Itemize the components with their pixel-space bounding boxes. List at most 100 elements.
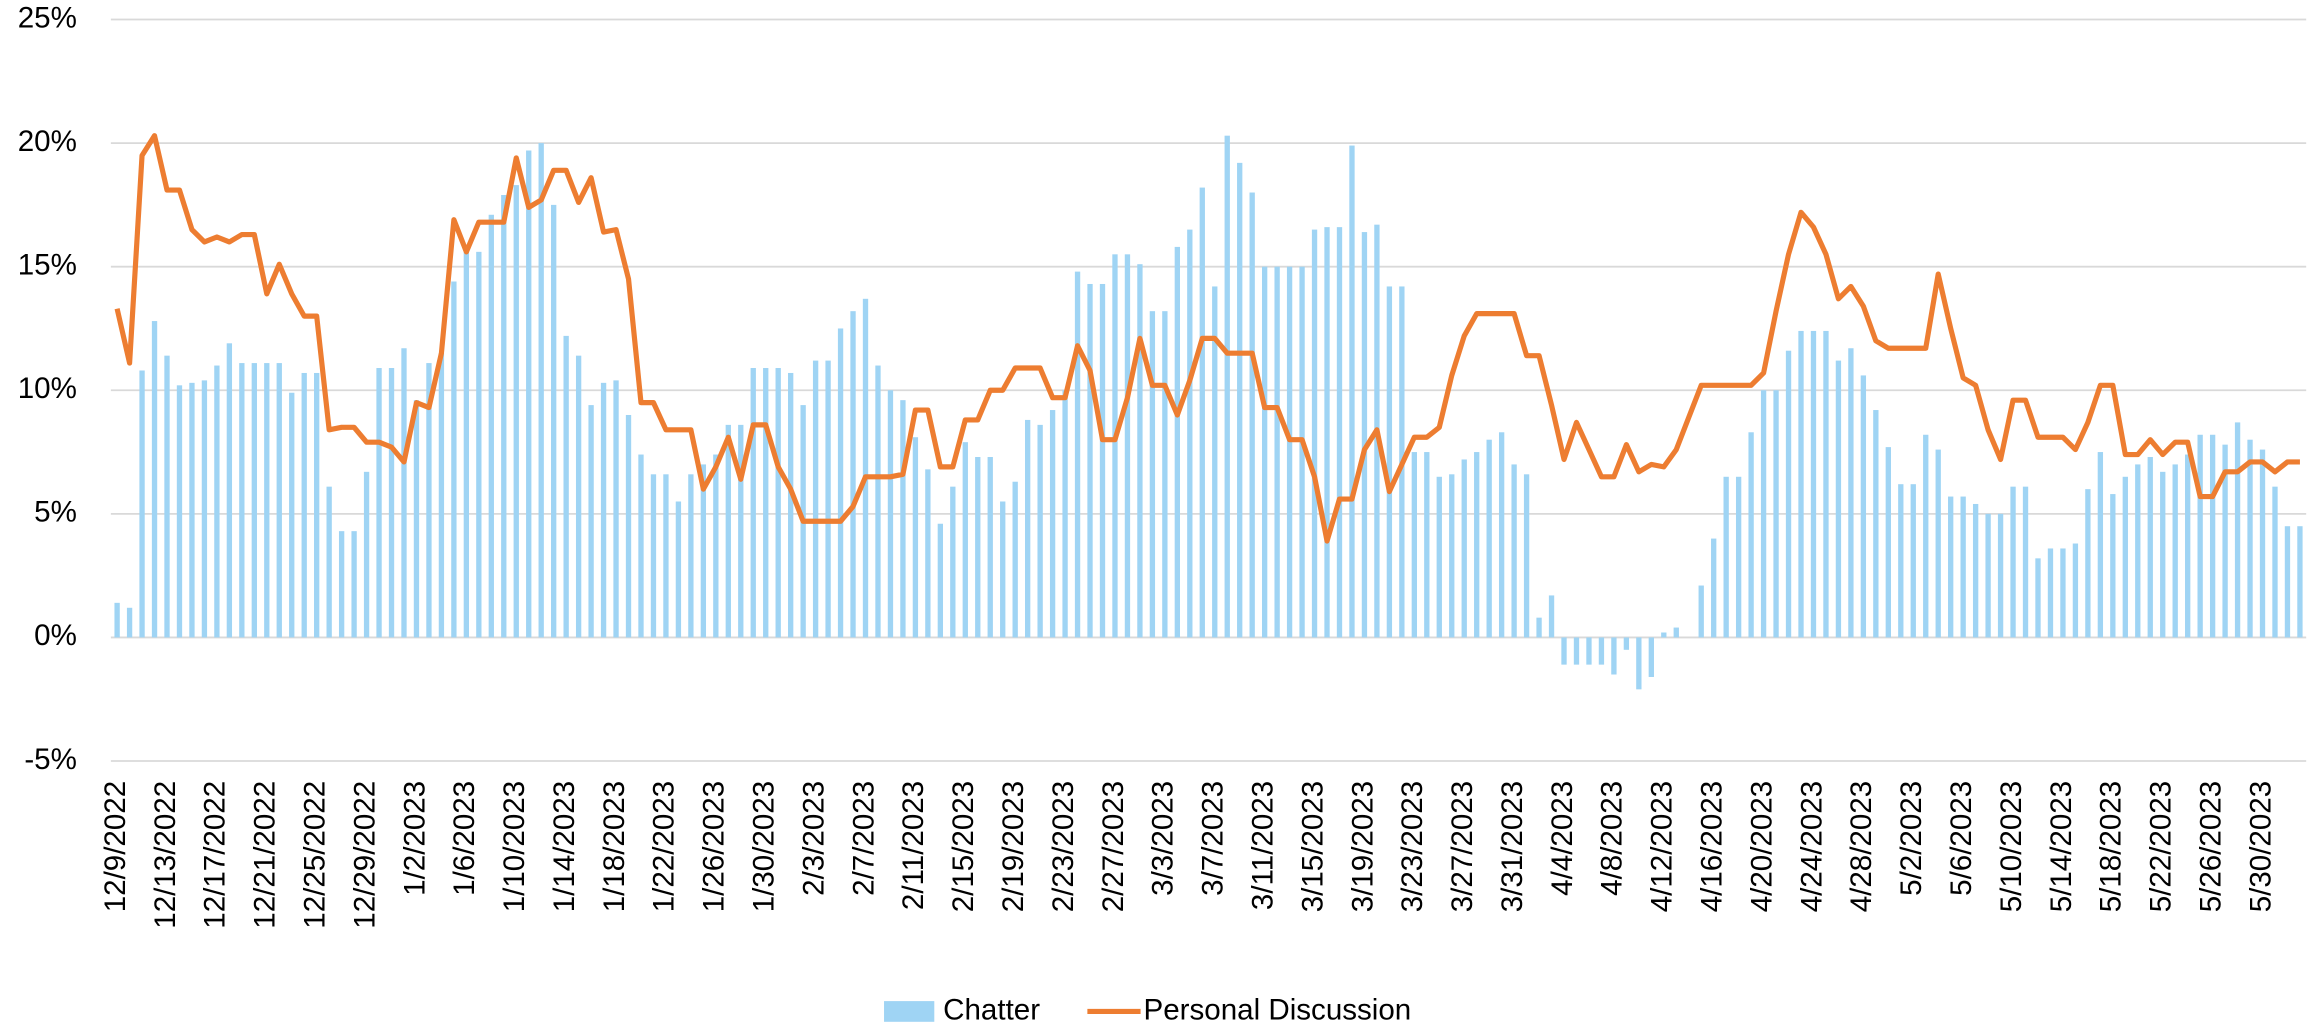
- bar: [438, 353, 445, 638]
- bar: [2160, 471, 2166, 638]
- bar: [1798, 330, 1804, 638]
- bar: [1037, 424, 1043, 638]
- x-tick-label: 5/26/2023: [2194, 781, 2227, 912]
- bar: [638, 454, 644, 638]
- bar: [1049, 410, 1056, 638]
- bar: [2222, 444, 2228, 638]
- x-tick-label: 12/13/2022: [149, 781, 182, 929]
- bar: [1860, 375, 1867, 638]
- bar: [1835, 360, 1842, 638]
- bar: [875, 365, 881, 638]
- bar: [2035, 558, 2041, 638]
- bar: [2060, 548, 2066, 638]
- bar: [688, 474, 694, 638]
- bar: [2147, 457, 2153, 638]
- bar: [201, 380, 208, 638]
- bar: [1062, 390, 1068, 638]
- bar: [1923, 434, 1929, 638]
- x-tick-label: 1/18/2023: [598, 781, 631, 912]
- bar: [1274, 266, 1280, 638]
- bar: [1149, 311, 1156, 638]
- y-tick-label: 10%: [18, 372, 77, 405]
- x-tick-label: 3/3/2023: [1147, 781, 1180, 896]
- bar: [2259, 449, 2266, 638]
- bar: [451, 281, 457, 638]
- bar: [538, 143, 544, 638]
- bar: [1187, 229, 1193, 638]
- bar: [1810, 330, 1817, 638]
- bar: [812, 360, 819, 638]
- x-tick-label: 5/22/2023: [2145, 781, 2178, 912]
- bar: [1012, 481, 1018, 638]
- bar: [2272, 486, 2278, 638]
- bar: [1623, 637, 1630, 650]
- bar: [1474, 452, 1480, 638]
- bar: [1449, 474, 1455, 638]
- bar: [1074, 271, 1081, 638]
- x-tick-label: 12/9/2022: [99, 781, 132, 912]
- x-tick-label: 1/2/2023: [398, 781, 431, 896]
- x-tick-label: 1/6/2023: [448, 781, 481, 896]
- bar: [1349, 145, 1355, 638]
- bar: [1436, 476, 1442, 638]
- bar: [139, 370, 145, 638]
- x-tick-label: 1/22/2023: [648, 781, 681, 912]
- x-tick-label: 5/30/2023: [2244, 781, 2277, 912]
- x-tick-label: 4/4/2023: [1546, 781, 1579, 896]
- x-tick-label: 3/31/2023: [1496, 781, 1529, 912]
- bar: [1960, 496, 1966, 638]
- bar: [1997, 513, 2004, 638]
- bar: [214, 365, 220, 638]
- bar: [1000, 501, 1006, 638]
- bar: [2047, 548, 2054, 638]
- bar: [2284, 526, 2291, 638]
- bar: [314, 372, 320, 638]
- bar: [1873, 410, 1879, 638]
- bar: [1498, 432, 1505, 638]
- bar: [1948, 496, 1954, 638]
- x-tick-label: 4/8/2023: [1596, 781, 1629, 896]
- bar: [1536, 617, 1542, 638]
- bar: [501, 194, 507, 638]
- bar: [887, 390, 894, 638]
- x-tick-label: 3/7/2023: [1197, 781, 1230, 896]
- bar: [2197, 434, 2203, 638]
- bar: [900, 400, 906, 638]
- x-tick-label: 4/16/2023: [1696, 781, 1729, 912]
- bar: [613, 380, 619, 638]
- bar: [750, 368, 756, 638]
- x-tick-label: 2/19/2023: [997, 781, 1030, 912]
- bar: [2110, 494, 2116, 638]
- bar: [239, 363, 245, 638]
- x-tick-label: 4/28/2023: [1845, 781, 1878, 912]
- bar: [2172, 464, 2178, 638]
- bar: [1885, 447, 1891, 638]
- bar: [1461, 459, 1467, 638]
- bar: [663, 474, 669, 638]
- bar: [1386, 286, 1393, 638]
- bar: [1237, 162, 1243, 638]
- bar: [1748, 432, 1754, 638]
- bar: [775, 368, 781, 638]
- x-tick-label: 1/30/2023: [748, 781, 781, 912]
- bar: [788, 372, 794, 638]
- bar: [725, 424, 731, 638]
- bar: [2097, 452, 2104, 638]
- x-tick-label: 5/14/2023: [2045, 781, 2078, 912]
- bar: [251, 363, 257, 638]
- x-tick-label: 12/21/2022: [249, 781, 282, 929]
- bar: [2209, 434, 2216, 638]
- x-tick-label: 5/6/2023: [1945, 781, 1978, 896]
- x-tick-label: 4/12/2023: [1646, 781, 1679, 912]
- bar: [2234, 422, 2241, 638]
- bar: [1636, 637, 1642, 690]
- bar: [1972, 503, 1979, 638]
- bar: [488, 214, 494, 638]
- y-tick-label: 5%: [34, 496, 77, 529]
- bar: [413, 400, 420, 638]
- bar: [151, 321, 158, 638]
- bar: [1099, 283, 1106, 638]
- bar: [1561, 637, 1567, 665]
- bar: [326, 486, 332, 638]
